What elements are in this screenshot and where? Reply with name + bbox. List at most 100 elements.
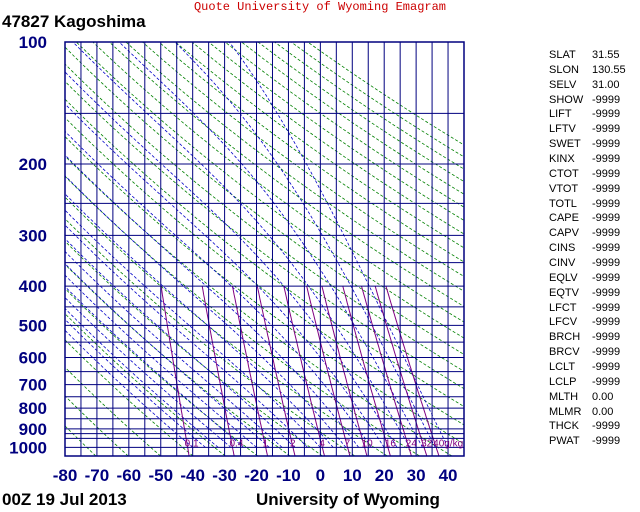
moist-adiabat xyxy=(65,175,347,448)
temperature-tick-label: 10 xyxy=(343,466,362,485)
index-value: -9999 xyxy=(592,93,621,106)
moist-adiabat xyxy=(65,71,398,448)
mixing-ratio-label: 0.4 xyxy=(229,438,243,449)
index-value: 130.55 xyxy=(592,63,626,76)
index-row: PWAT -9999 xyxy=(549,434,634,449)
index-value: -9999 xyxy=(592,271,621,284)
dry-adiabat xyxy=(65,263,291,456)
mixing-ratio-line xyxy=(306,285,351,456)
index-key: VTOT xyxy=(549,182,579,195)
index-value: -9999 xyxy=(592,212,621,225)
index-key: BRCH xyxy=(549,331,581,344)
index-row: CINV -9999 xyxy=(549,256,634,271)
index-value: -9999 xyxy=(592,346,621,359)
index-key: LIFT xyxy=(549,108,572,121)
mixing-ratio-line xyxy=(361,285,412,456)
index-key: SELV xyxy=(549,78,577,91)
index-key: SLON xyxy=(549,63,579,76)
index-row: LFTV -9999 xyxy=(549,122,634,137)
index-row: BRCV -9999 xyxy=(549,345,634,360)
index-row: SELV 31.00 xyxy=(549,78,634,93)
temperature-tick-label: 20 xyxy=(375,466,394,485)
index-key: LCLP xyxy=(549,375,577,388)
plot-frame xyxy=(64,41,465,457)
index-value: -9999 xyxy=(592,227,621,240)
index-row: SHOW -9999 xyxy=(549,93,634,108)
dry-adiabat xyxy=(175,42,464,249)
temperature-tick-label: 40 xyxy=(439,466,458,485)
footer-source: University of Wyoming xyxy=(256,490,440,509)
index-value: -9999 xyxy=(592,167,621,180)
index-value: -9999 xyxy=(592,197,621,210)
index-row: EQLV -9999 xyxy=(549,271,634,286)
mixing-ratio-line xyxy=(256,285,296,456)
index-key: CAPE xyxy=(549,212,579,225)
dry-adiabat xyxy=(65,155,453,456)
index-key: SHOW xyxy=(549,93,584,106)
index-value: -9999 xyxy=(592,375,621,388)
mixing-ratio-label: 16 xyxy=(385,438,397,449)
index-row: TOTL -9999 xyxy=(549,197,634,212)
index-value: 31.55 xyxy=(592,49,620,61)
index-key: LFCT xyxy=(549,301,577,314)
moist-adiabat xyxy=(65,193,334,448)
mixing-ratio-line xyxy=(342,285,391,456)
dry-adiabat xyxy=(191,42,464,235)
index-key: CINS xyxy=(549,242,576,255)
pressure-tick-label: 900 xyxy=(19,420,47,439)
pressure-tick-label: 100 xyxy=(19,33,47,52)
temperature-tick-label: -30 xyxy=(212,466,237,485)
index-key: SWET xyxy=(549,138,581,151)
dry-adiabat xyxy=(65,63,464,372)
index-value: -9999 xyxy=(592,420,621,433)
index-key: LFCV xyxy=(549,316,578,329)
index-key: MLTH xyxy=(549,390,579,403)
index-key: THCK xyxy=(549,420,579,433)
index-key: MLMR xyxy=(549,405,582,418)
mixing-ratio-line xyxy=(374,285,428,456)
index-value: -9999 xyxy=(592,286,621,299)
index-key: EQTV xyxy=(549,286,579,299)
dry-adiabat xyxy=(65,98,464,407)
index-row: BRCH -9999 xyxy=(549,330,634,345)
index-row: SWET -9999 xyxy=(549,137,634,152)
mixing-ratio-line xyxy=(321,285,368,456)
index-key: CINV xyxy=(549,257,576,270)
index-key: SLAT xyxy=(549,49,576,61)
index-row: SLON 130.55 xyxy=(549,63,634,78)
index-row: LFCT -9999 xyxy=(549,301,634,316)
index-value: -9999 xyxy=(592,316,621,329)
pressure-tick-label: 400 xyxy=(19,277,47,296)
index-row: MLMR 0.00 xyxy=(549,405,634,420)
index-value: -9999 xyxy=(592,435,621,448)
moist-adiabat xyxy=(65,103,385,448)
mixing-ratio-label: 7 xyxy=(345,438,351,449)
moist-adiabat xyxy=(65,130,372,448)
dry-adiabat xyxy=(208,42,464,221)
index-value: -9999 xyxy=(592,242,621,255)
temperature-tick-label: -50 xyxy=(148,466,173,485)
pressure-tick-label: 600 xyxy=(19,348,47,367)
index-row: MLTH 0.00 xyxy=(549,390,634,405)
index-value: -9999 xyxy=(592,153,621,166)
index-key: KINX xyxy=(549,153,575,166)
index-key: PWAT xyxy=(549,435,580,448)
index-row: LCLP -9999 xyxy=(549,375,634,390)
temperature-tick-label: -20 xyxy=(244,466,269,485)
index-value: -9999 xyxy=(592,257,621,270)
index-row: LIFT -9999 xyxy=(549,107,634,122)
dry-adiabat xyxy=(65,313,226,456)
station-title: 47827 Kagoshima xyxy=(2,12,146,31)
observation-time: 00Z 19 Jul 2013 xyxy=(2,490,127,509)
index-value: -9999 xyxy=(592,108,621,121)
mixing-ratio-label: 0.1 xyxy=(185,438,199,449)
dry-adiabat xyxy=(158,42,464,263)
pressure-tick-label: 700 xyxy=(19,376,47,395)
index-key: LFTV xyxy=(549,123,576,136)
index-row: LFCV -9999 xyxy=(549,315,634,330)
index-value: 31.00 xyxy=(592,78,620,91)
index-row: CAPV -9999 xyxy=(549,226,634,241)
temperature-tick-label: 30 xyxy=(407,466,426,485)
mixing-ratio-line xyxy=(160,286,190,456)
mixing-ratio-label: 4 xyxy=(319,438,325,449)
